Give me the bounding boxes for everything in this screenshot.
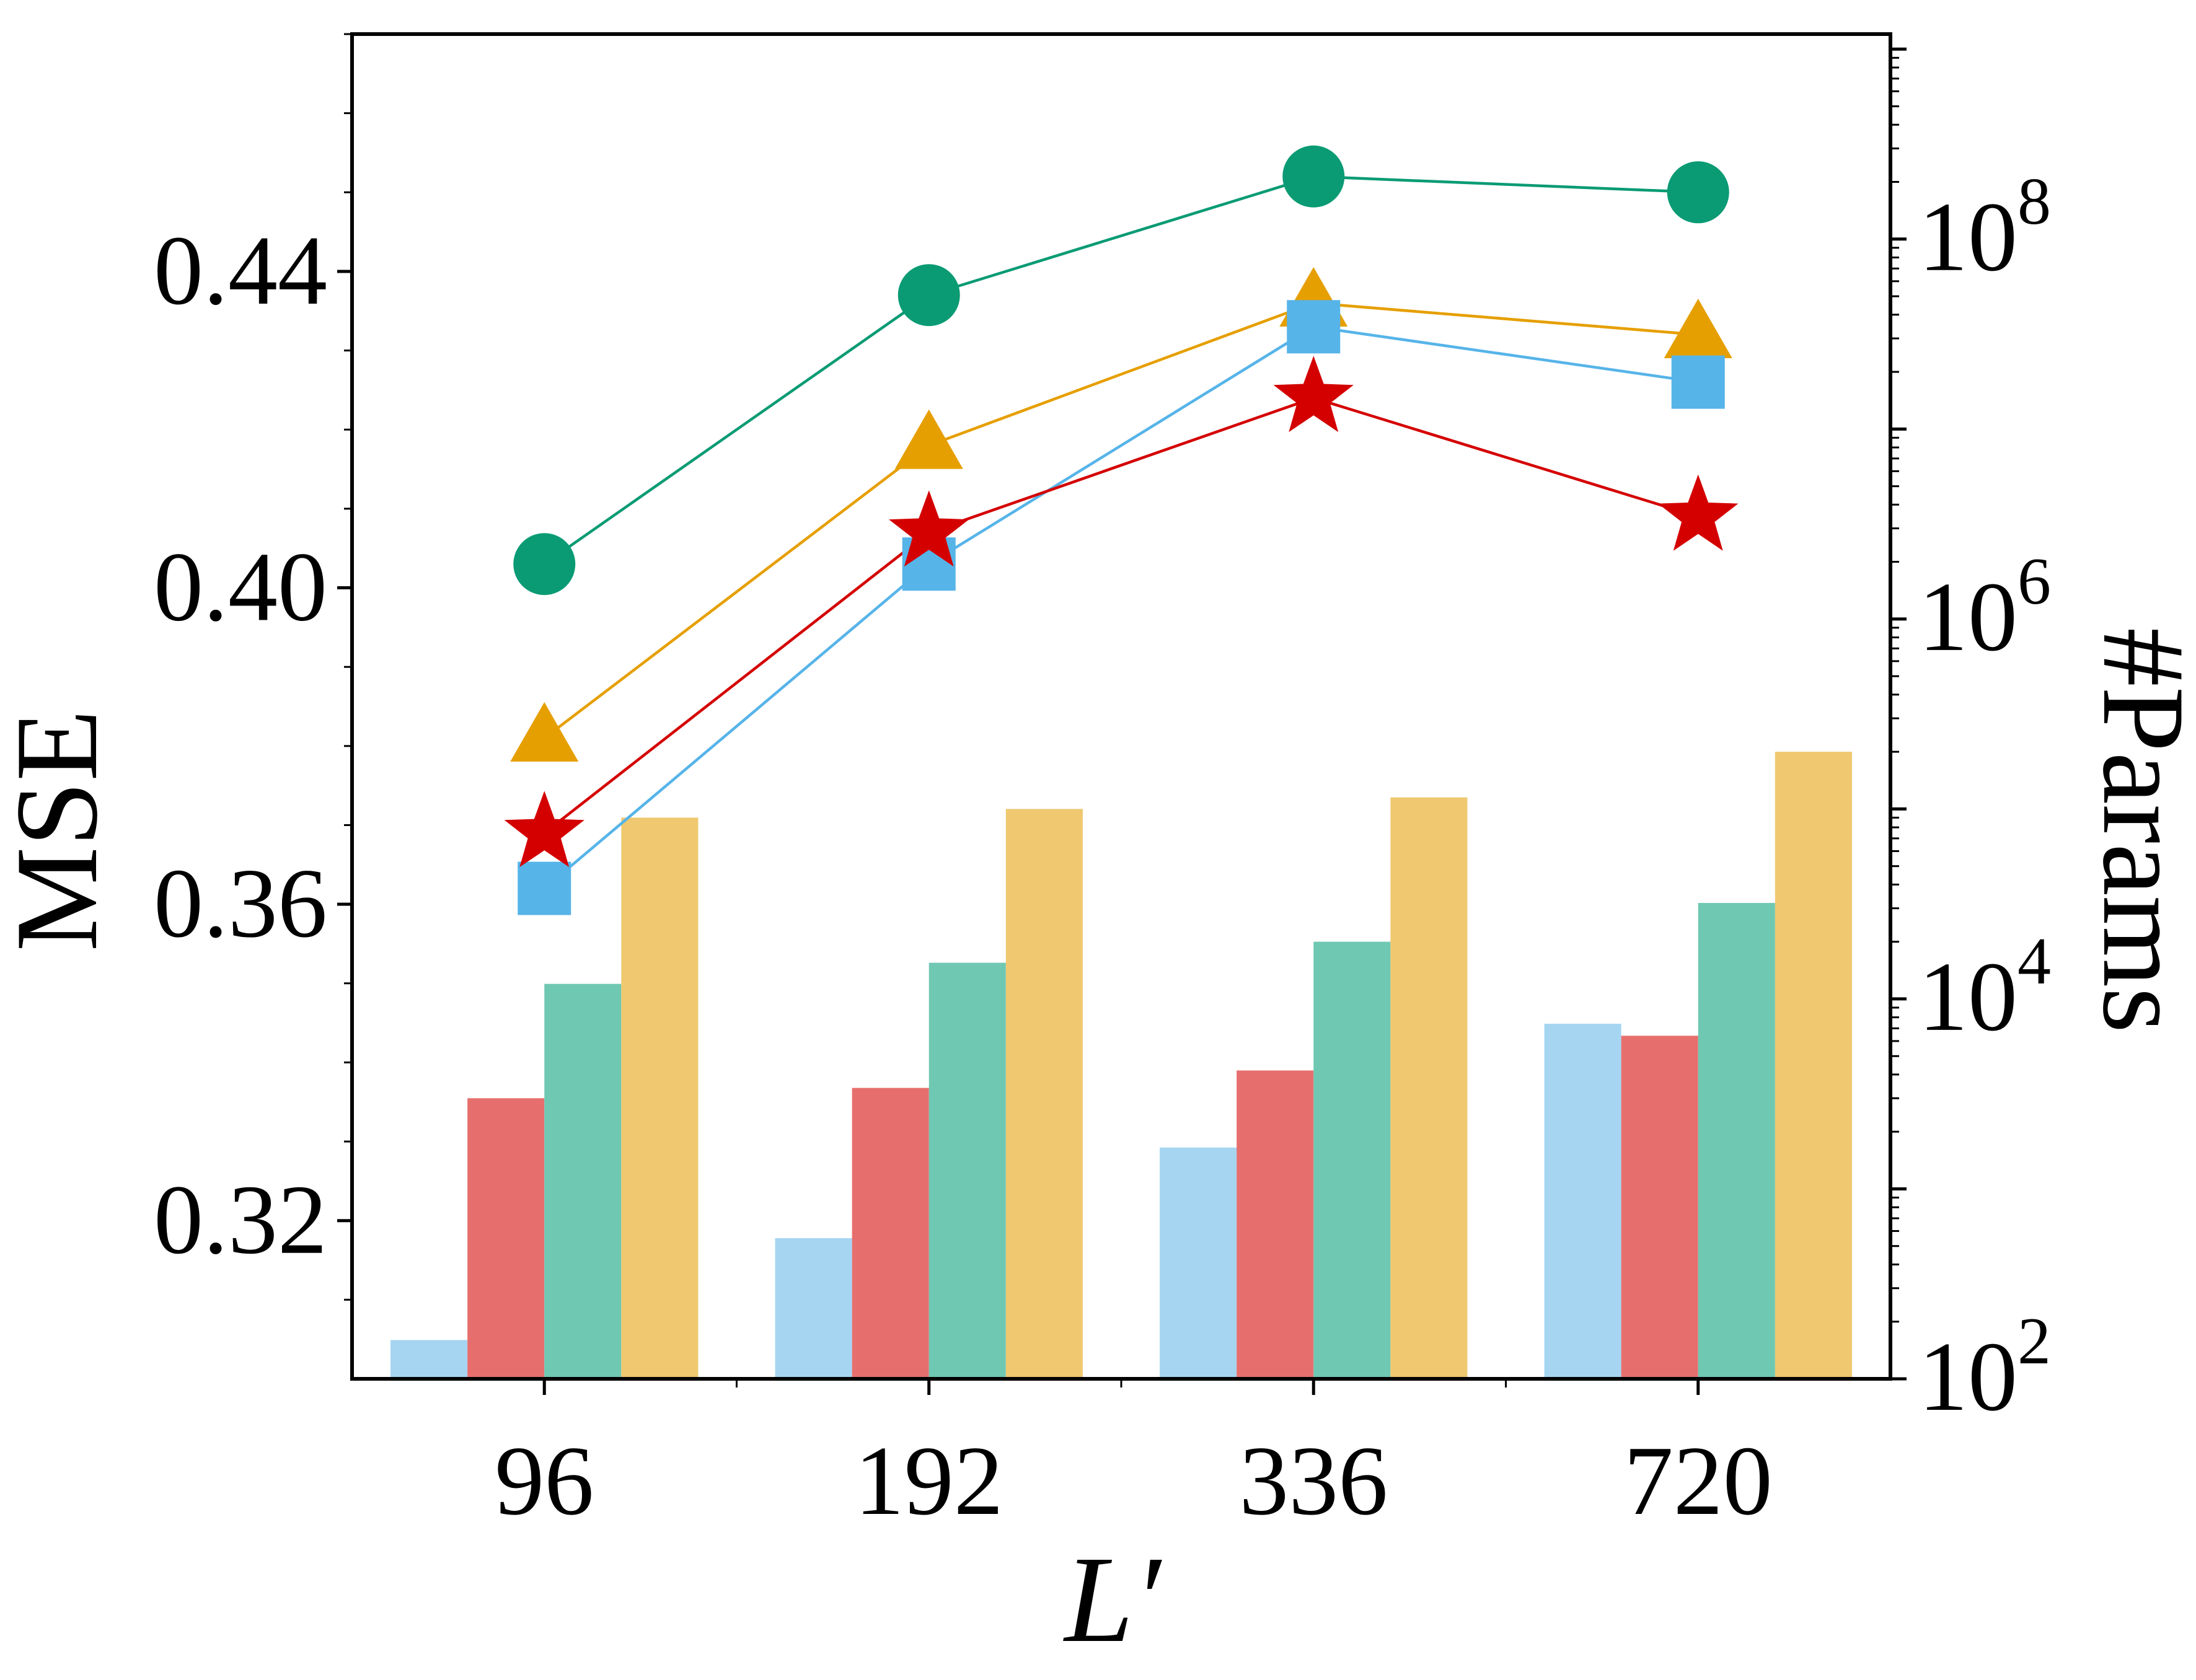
x-axis-label: L′: [1063, 1531, 1163, 1668]
y2-tick-label: 104: [1918, 925, 2051, 1052]
data-point: [1273, 356, 1354, 433]
series-line: [544, 175, 1698, 566]
data-point: [513, 533, 576, 596]
data-point: [504, 791, 584, 868]
x-tick-label: 336: [1239, 1425, 1388, 1536]
y-tick-label: 0.40: [154, 532, 327, 642]
bar: [1005, 809, 1083, 1379]
data-point: [1667, 161, 1729, 224]
data-point: [1282, 145, 1345, 208]
data-point: [1658, 474, 1739, 551]
data-point: [1664, 299, 1732, 359]
data-point: [897, 264, 960, 327]
data-point: [510, 702, 579, 762]
bar: [1621, 1036, 1698, 1379]
y2-tick-label: 106: [1918, 545, 2051, 672]
y-tick-label: 0.44: [154, 215, 327, 325]
bar: [852, 1088, 929, 1379]
right-y-axis: 102 104 106 108: [1890, 47, 2051, 1432]
series-line: [543, 301, 1698, 739]
data-point: [894, 409, 963, 469]
y2-tick-label: 108: [1918, 165, 2051, 292]
left-y-axis: 0.32 0.36 0.40 0.44: [154, 33, 352, 1301]
bar: [775, 1238, 852, 1379]
y-axis-label-left: MSE: [0, 710, 122, 952]
line-layer: [504, 145, 1739, 915]
x-tick-label: 192: [855, 1425, 1003, 1536]
bar: [1313, 941, 1391, 1379]
y-tick-label: 0.36: [154, 848, 327, 958]
bar: [1775, 752, 1852, 1379]
bar-layer: [390, 752, 1852, 1379]
bar: [621, 817, 699, 1379]
data-point: [1671, 355, 1725, 409]
data-point: [518, 861, 571, 915]
data-point: [1287, 300, 1341, 354]
bar: [1160, 1147, 1237, 1379]
bar: [467, 1098, 545, 1379]
bar: [928, 962, 1006, 1379]
bar: [1390, 797, 1468, 1379]
series-line: [543, 325, 1699, 890]
series-line: [543, 396, 1699, 834]
bar: [1237, 1070, 1314, 1379]
bar: [390, 1340, 468, 1379]
x-tick-label: 96: [495, 1425, 594, 1536]
data-point: [889, 490, 969, 567]
bar: [1544, 1024, 1621, 1379]
x-tick-label: 720: [1624, 1425, 1773, 1536]
bar: [1698, 903, 1775, 1379]
x-axis: 96 192 336 720: [495, 1379, 1773, 1536]
y2-tick-label: 102: [1918, 1304, 2051, 1432]
y-tick-label: 0.32: [154, 1164, 327, 1275]
bar: [544, 983, 622, 1379]
y-axis-label-right: #Params: [2078, 628, 2196, 1033]
